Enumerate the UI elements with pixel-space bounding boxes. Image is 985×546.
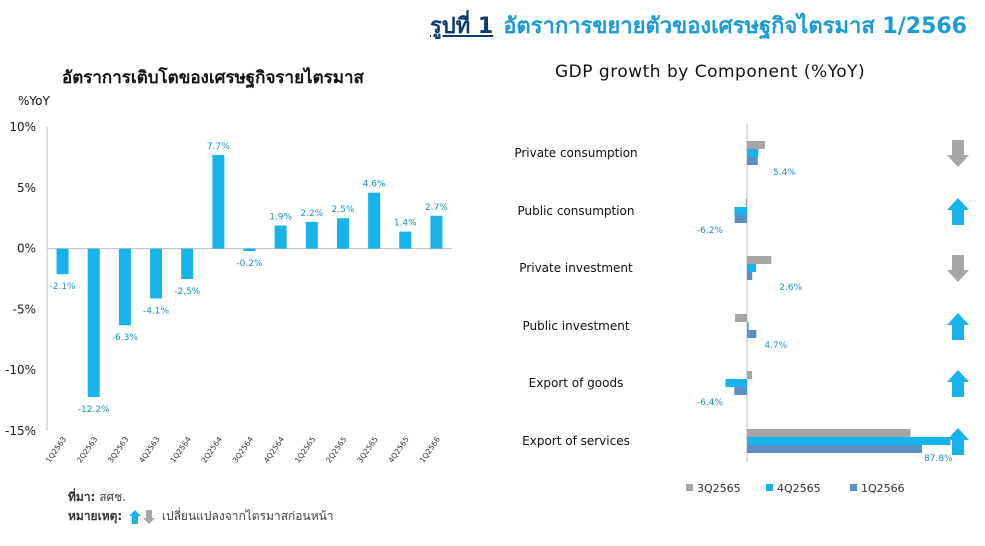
data-label: 2.6% — [779, 283, 802, 293]
bar-4Q2565 — [725, 379, 747, 387]
legend-label: 3Q2565 — [697, 482, 741, 495]
figure-title-text: อัตราการขยายตัวของเศรษฐกิจไตรมาส 1/2566 — [503, 14, 967, 39]
y-tick-label: -5% — [13, 302, 36, 316]
category-label: Private consumption — [514, 146, 637, 160]
bar — [368, 192, 381, 249]
category-label: Public consumption — [517, 204, 634, 218]
bar-3Q2565 — [747, 141, 765, 149]
data-label: -12.2% — [78, 405, 110, 415]
legend-swatch-3Q2565 — [686, 484, 693, 491]
source-note: ที่มา: สศช. — [68, 488, 126, 507]
bar — [212, 154, 225, 249]
figure-title: รูปที่ 1 อัตราการขยายตัวของเศรษฐกิจไตรมาส… — [430, 8, 967, 43]
legend-label: 4Q2565 — [777, 482, 821, 495]
arrow-up-icon — [947, 370, 969, 397]
bar-3Q2565 — [735, 314, 747, 322]
bar — [56, 248, 69, 275]
data-label: -2.5% — [174, 287, 201, 297]
category-label: Private investment — [519, 261, 633, 275]
bar-1Q2566 — [747, 272, 753, 280]
right-chart-title: GDP growth by Component (%YoY) — [555, 62, 866, 82]
left-chart-title: อัตราการเติบโตของเศรษฐกิจรายไตรมาส — [62, 68, 364, 88]
source-value: สศช. — [99, 490, 127, 504]
y-tick-label: 10% — [9, 120, 36, 134]
bar — [87, 248, 100, 397]
y-tick-label: -10% — [5, 363, 36, 377]
category-label: Public investment — [522, 319, 629, 333]
y-tick-label: 0% — [17, 242, 36, 256]
arrow-up-icon — [947, 428, 969, 455]
bar-1Q2566 — [747, 330, 757, 338]
source-label: ที่มา: — [68, 490, 96, 504]
bar — [336, 218, 349, 249]
legend-swatch-4Q2565 — [766, 484, 773, 491]
data-label: 1.9% — [269, 212, 292, 222]
y-tick-label: -15% — [5, 424, 36, 438]
right-component-chart: Private consumption 5.4% Public consumptio… — [514, 124, 969, 495]
data-label: 87.8% — [924, 454, 953, 464]
bar-4Q2565 — [734, 207, 747, 215]
data-label: 2.5% — [332, 205, 355, 215]
data-label: -4.1% — [143, 306, 170, 316]
remark-note: หมายเหตุ: เปลี่ยนแปลงจากไตรมาสก่อนหน้า — [68, 507, 334, 526]
data-label: 4.7% — [764, 341, 787, 351]
bar — [430, 215, 443, 249]
data-label: 4.6% — [363, 180, 386, 190]
data-label: -6.4% — [697, 398, 724, 408]
arrow-up-icon — [947, 313, 969, 340]
data-label: -6.2% — [697, 226, 724, 236]
category-label: Export of goods — [529, 376, 624, 390]
arrow-down-icon — [947, 255, 969, 282]
remark-value: เปลี่ยนแปลงจากไตรมาสก่อนหน้า — [161, 509, 334, 523]
bar — [150, 248, 163, 299]
y-axis-label: %YoY — [18, 94, 50, 108]
bar-3Q2565 — [745, 199, 747, 207]
figure-number: รูปที่ 1 — [429, 14, 494, 39]
bar-4Q2565 — [747, 149, 759, 157]
data-label: 7.7% — [207, 142, 230, 152]
legend-swatch-1Q2566 — [850, 484, 857, 491]
bar-3Q2565 — [747, 429, 911, 437]
y-tick-label: 5% — [17, 181, 36, 195]
data-label: 2.2% — [300, 209, 323, 219]
bar-1Q2566 — [747, 157, 758, 165]
bar-1Q2566 — [734, 215, 747, 223]
bar — [243, 248, 256, 252]
data-label: 5.4% — [773, 168, 796, 178]
bar-3Q2565 — [747, 371, 752, 379]
bar-4Q2565 — [747, 322, 749, 330]
bar — [274, 225, 287, 249]
bar — [305, 221, 318, 249]
bar — [118, 248, 131, 326]
data-label: 2.7% — [425, 203, 448, 213]
arrow-up-icon — [947, 198, 969, 225]
bar-4Q2565 — [747, 437, 951, 445]
legend-label: 1Q2566 — [861, 482, 905, 495]
data-label: -6.3% — [112, 333, 139, 343]
bar — [399, 231, 412, 249]
up-down-arrows-icon — [129, 509, 156, 524]
category-label: Export of services — [522, 434, 630, 448]
bar-3Q2565 — [747, 256, 772, 264]
bar-1Q2566 — [747, 445, 922, 453]
data-label: -2.1% — [50, 282, 77, 292]
arrow-down-icon — [947, 140, 969, 167]
bar — [181, 248, 194, 279]
data-label: 1.4% — [394, 219, 417, 229]
bar-4Q2565 — [747, 264, 756, 272]
data-label: -0.2% — [236, 259, 263, 269]
left-bar-chart: 10%5%0%-5%-10%-15%-2.1%1Q2563-12.2%2Q256… — [5, 120, 452, 465]
remark-label: หมายเหตุ: — [68, 509, 123, 523]
bar-1Q2566 — [734, 387, 747, 395]
